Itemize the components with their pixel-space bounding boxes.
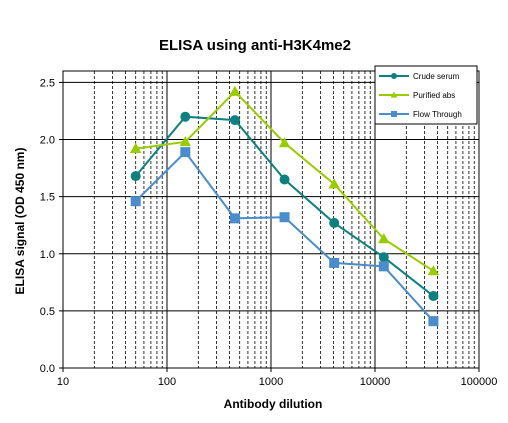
legend-marker (391, 111, 397, 117)
x-tick-label: 100000 (461, 376, 498, 388)
legend-label: Flow Through (413, 110, 462, 119)
data-point (229, 115, 240, 126)
y-tick-label: 0.5 (40, 306, 55, 318)
series-layer (129, 85, 440, 327)
series-crude-serum (130, 111, 439, 302)
y-tick-label: 2.5 (40, 77, 55, 89)
legend-item: Flow Through (379, 110, 462, 119)
chart-title: ELISA using anti-H3K4me2 (159, 37, 351, 54)
data-point (229, 213, 240, 224)
data-point (130, 171, 141, 182)
data-point (278, 137, 291, 148)
data-point (179, 136, 192, 147)
data-point (428, 291, 439, 302)
data-point (378, 261, 389, 272)
x-axis-label: Antibody dilution (224, 397, 323, 411)
y-axis-label: ELISA signal (OD 450 nm) (13, 148, 27, 295)
legend-marker (390, 91, 398, 98)
data-point (328, 178, 340, 189)
x-tick-label: 10000 (360, 376, 391, 388)
legend: Crude serum Purified abs Flow Through (374, 65, 478, 125)
data-point (279, 174, 290, 185)
data-point (279, 212, 290, 223)
data-point (378, 233, 390, 244)
x-tick-label: 100 (158, 376, 176, 388)
y-tick-label: 1.0 (40, 249, 55, 261)
legend-label: Purified abs (413, 91, 455, 100)
data-point (329, 257, 340, 268)
data-point (378, 252, 389, 263)
x-axis: 10 100 1000 10000 100000 (57, 368, 497, 388)
x-tick-label: 1000 (259, 376, 283, 388)
y-tick-label: 2.0 (40, 135, 55, 147)
y-tick-label: 0.0 (40, 363, 55, 375)
series-purified-abs (129, 85, 440, 276)
data-point (428, 316, 439, 327)
legend-item: Crude serum (379, 72, 460, 81)
legend-marker (391, 73, 397, 79)
y-tick-label: 1.5 (40, 192, 55, 204)
data-point (180, 147, 191, 158)
legend-item: Purified abs (379, 91, 455, 100)
data-point (329, 217, 340, 228)
data-point (229, 85, 241, 96)
y-axis: 0.0 0.5 1.0 1.5 2.0 2.5 (40, 77, 63, 375)
data-point (180, 111, 191, 122)
data-point (129, 142, 142, 153)
x-tick-label: 10 (57, 376, 69, 388)
series-flow-through (130, 147, 439, 327)
data-point (130, 196, 141, 207)
legend-label: Crude serum (413, 72, 460, 81)
data-point (427, 265, 440, 276)
